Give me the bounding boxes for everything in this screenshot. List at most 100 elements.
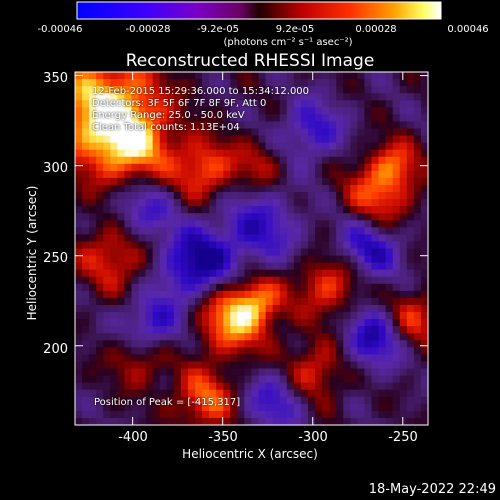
heatmap-cell: [89, 255, 97, 264]
heatmap-cell: [371, 170, 380, 179]
heatmap-cell: [265, 248, 274, 257]
heatmap-cell: [385, 234, 394, 243]
heatmap-cell: [329, 206, 337, 214]
heatmap-cell: [202, 312, 210, 320]
heatmap-cell: [75, 269, 83, 278]
heatmap-cell: [96, 192, 104, 200]
heatmap-cell: [187, 269, 196, 278]
heatmap-cell: [279, 326, 288, 334]
heatmap-cell: [202, 241, 210, 250]
heatmap-cell: [138, 234, 147, 243]
heatmap-cell: [89, 297, 97, 306]
heatmap-cell: [209, 269, 217, 278]
heatmap-cell: [159, 368, 168, 377]
heatmap-cell: [244, 283, 253, 292]
heatmap-cell: [145, 347, 154, 355]
heatmap-cell: [117, 86, 126, 94]
heatmap-cell: [103, 135, 111, 144]
heatmap-cell: [75, 375, 83, 384]
heatmap-cell: [420, 192, 429, 200]
heatmap-cell: [202, 121, 210, 130]
heatmap-cell: [279, 199, 288, 207]
heatmap-cell: [138, 354, 147, 363]
heatmap-cell: [286, 206, 295, 214]
heatmap-cell: [117, 276, 126, 285]
heatmap-cell: [82, 241, 90, 250]
heatmap-cell: [209, 149, 217, 158]
heatmap-cell: [350, 403, 358, 412]
heatmap-cell: [202, 304, 210, 313]
heatmap-cell: [180, 135, 189, 144]
heatmap-cell: [195, 354, 203, 363]
heatmap-cell: [89, 410, 97, 419]
heatmap-cell: [272, 177, 281, 186]
heatmap-cell: [329, 241, 337, 250]
heatmap-cell: [385, 220, 394, 228]
heatmap-cell: [187, 241, 196, 250]
heatmap-cell: [251, 227, 260, 235]
heatmap-cell: [180, 319, 189, 327]
heatmap-cell: [286, 410, 295, 419]
heatmap-cell: [159, 255, 168, 264]
heatmap-cell: [216, 241, 224, 250]
heatmap-cell: [350, 121, 358, 130]
heatmap-cell: [371, 262, 380, 271]
heatmap-cell: [286, 276, 295, 285]
heatmap-cell: [103, 312, 111, 320]
heatmap-cell: [420, 128, 429, 137]
heatmap-cell: [336, 396, 344, 405]
heatmap-cell: [223, 333, 231, 341]
heatmap-cell: [350, 248, 358, 257]
heatmap-cell: [343, 199, 351, 207]
heatmap-cell: [173, 86, 182, 94]
heatmap-cell: [272, 319, 281, 327]
heatmap-cell: [357, 248, 366, 257]
heatmap-cell: [103, 100, 111, 108]
heatmap-cell: [110, 121, 118, 130]
heatmap-cell: [216, 156, 224, 165]
heatmap-cell: [258, 368, 267, 377]
heatmap-cell: [399, 241, 408, 250]
heatmap-cell: [322, 375, 330, 384]
heatmap-cell: [96, 347, 104, 355]
heatmap-cell: [244, 227, 253, 235]
heatmap-cell: [329, 417, 337, 426]
heatmap-cell: [117, 79, 126, 87]
heatmap-cell: [209, 361, 217, 370]
heatmap-cell: [173, 375, 182, 384]
heatmap-cell: [103, 354, 111, 363]
heatmap-cell: [336, 248, 344, 257]
heatmap-cell: [89, 283, 97, 292]
heatmap-cell: [89, 79, 97, 87]
heatmap-cell: [187, 142, 196, 151]
heatmap-cell: [392, 403, 401, 412]
heatmap-cell: [138, 382, 147, 391]
heatmap-cell: [357, 234, 366, 243]
heatmap-cell: [392, 319, 401, 327]
heatmap-cell: [413, 248, 422, 257]
heatmap-cell: [420, 184, 429, 193]
heatmap-cell: [96, 142, 104, 151]
heatmap-cell: [244, 128, 253, 137]
heatmap-cell: [265, 269, 274, 278]
heatmap-cell: [279, 396, 288, 405]
heatmap-cell: [216, 319, 224, 327]
heatmap-cell: [293, 79, 302, 87]
heatmap-cell: [300, 149, 309, 158]
heatmap-cell: [392, 213, 401, 221]
heatmap-cell: [117, 326, 126, 334]
heatmap-cell: [336, 347, 344, 355]
heatmap-cell: [244, 199, 253, 207]
heatmap-cell: [152, 241, 161, 250]
heatmap-cell: [187, 121, 196, 130]
heatmap-cell: [399, 220, 408, 228]
heatmap-cell: [307, 206, 316, 214]
heatmap-cell: [159, 79, 168, 87]
heatmap-cell: [272, 114, 281, 123]
heatmap-cell: [82, 290, 90, 299]
heatmap-cell: [159, 304, 168, 313]
heatmap-cell: [336, 410, 344, 419]
heatmap-cell: [378, 319, 387, 327]
heatmap-cell: [307, 290, 316, 299]
heatmap-cell: [117, 213, 126, 221]
